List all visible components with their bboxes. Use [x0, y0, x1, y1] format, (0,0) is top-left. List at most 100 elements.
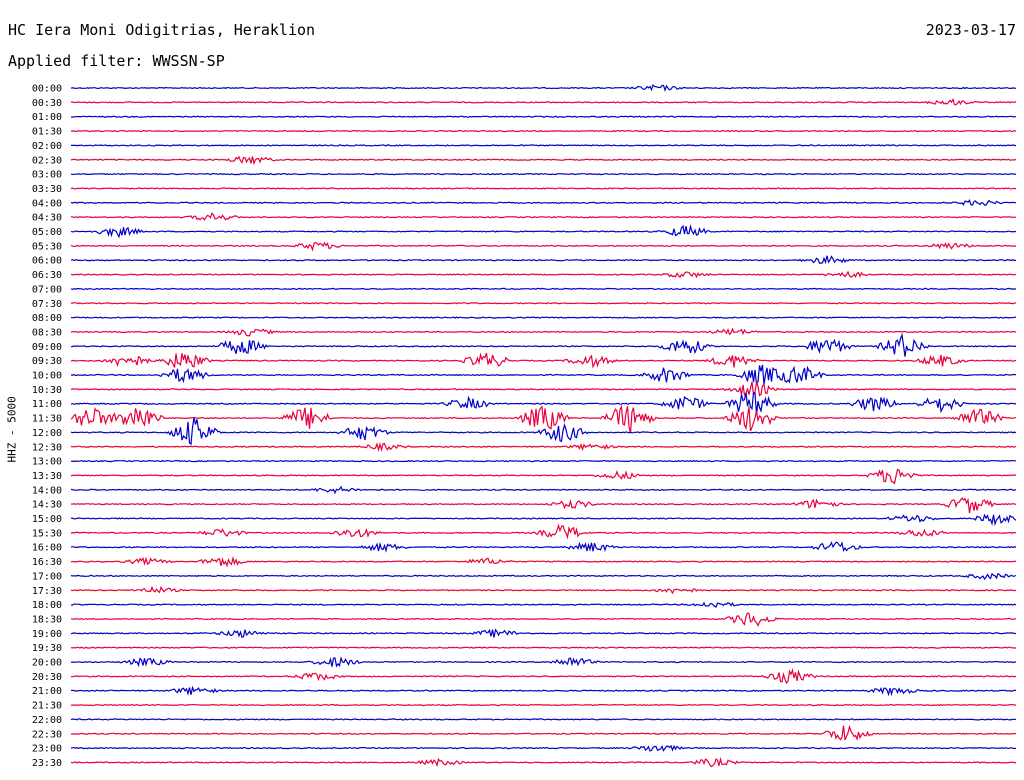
- time-tick-label: 10:30: [32, 385, 62, 396]
- time-tick-label: 14:30: [32, 500, 62, 511]
- trace-line: [70, 380, 1017, 397]
- time-tick-label: 06:30: [32, 270, 62, 281]
- trace-line: [70, 255, 1017, 265]
- trace-line: [70, 459, 1017, 463]
- time-tick-label: 16:30: [32, 557, 62, 568]
- time-tick-label: 08:30: [32, 327, 62, 338]
- station-title: HC Iera Moni Odigitrias, Heraklion: [8, 21, 316, 39]
- time-tick-label: 11:00: [32, 399, 62, 410]
- trace-line: [70, 468, 1017, 485]
- time-tick-label: 09:30: [32, 356, 62, 367]
- trace-line: [70, 199, 1017, 206]
- trace-line: [70, 316, 1017, 319]
- trace-line: [70, 703, 1017, 707]
- time-tick-label: 01:00: [32, 112, 62, 123]
- time-tick-label: 21:00: [32, 686, 62, 697]
- time-tick-label: 23:30: [32, 758, 62, 769]
- trace-line: [70, 144, 1016, 147]
- trace-line: [70, 241, 1017, 252]
- trace-line: [71, 172, 1017, 176]
- trace-line: [70, 685, 1017, 697]
- trace-line: [70, 646, 1017, 649]
- trace-line: [70, 555, 1017, 568]
- time-tick-label: 15:00: [32, 514, 62, 525]
- trace-line: [70, 497, 1017, 514]
- time-tick-label: 13:00: [32, 457, 62, 468]
- trace-line: [70, 485, 1017, 495]
- time-tick-label: 02:30: [32, 155, 62, 166]
- trace-line: [70, 417, 1017, 446]
- time-tick-label: 07:00: [32, 284, 62, 295]
- time-tick-label: 18:30: [32, 614, 62, 625]
- time-tick-label: 08:00: [32, 313, 62, 324]
- filter-label: Applied filter: WWSSN-SP: [8, 52, 225, 70]
- trace-line: [70, 392, 1017, 415]
- time-tick-label: 22:30: [32, 729, 62, 740]
- time-tick-label: 12:30: [32, 442, 62, 453]
- trace-line: [71, 612, 1017, 627]
- trace-line: [70, 224, 1017, 239]
- time-tick-label: 01:30: [32, 127, 62, 138]
- time-tick-label: 22:00: [32, 715, 62, 726]
- trace-line: [70, 352, 1017, 369]
- time-tick-label: 04:30: [32, 213, 62, 224]
- trace-line: [70, 744, 1017, 752]
- trace-line: [70, 270, 1017, 279]
- trace-line: [70, 155, 1017, 166]
- time-tick-label: 05:00: [32, 227, 62, 238]
- time-tick-label: 07:30: [32, 299, 62, 310]
- time-tick-label: 20:30: [32, 672, 62, 683]
- trace-line: [70, 541, 1017, 553]
- trace-line: [71, 115, 1016, 118]
- time-tick-label: 19:00: [32, 629, 62, 640]
- trace-line: [70, 212, 1017, 221]
- trace-line: [70, 656, 1017, 668]
- time-tick-label: 13:30: [32, 471, 62, 482]
- time-tick-label: 17:00: [32, 571, 62, 582]
- trace-line: [70, 628, 1017, 639]
- trace-line: [70, 668, 1017, 685]
- date-label: 2023-03-17: [925, 21, 1016, 39]
- time-tick-label: 11:30: [32, 414, 62, 425]
- trace-line: [70, 129, 1017, 133]
- time-tick-label: 10:00: [32, 371, 62, 382]
- trace-line: [70, 585, 1017, 595]
- trace-line: [70, 83, 1017, 92]
- time-tick-label: 15:30: [32, 528, 62, 539]
- time-tick-label: 03:30: [32, 184, 62, 195]
- trace-line: [70, 718, 1017, 721]
- trace-line: [70, 302, 1017, 305]
- time-tick-label: 21:30: [32, 701, 62, 712]
- time-tick-label: 00:00: [32, 84, 62, 95]
- trace-line: [70, 724, 1017, 741]
- trace-line: [70, 442, 1017, 453]
- time-tick-label: 02:00: [32, 141, 62, 152]
- time-tick-label: 16:00: [32, 543, 62, 554]
- trace-line: [70, 287, 1017, 291]
- trace-line: [70, 187, 1017, 190]
- time-tick-label: 09:00: [32, 342, 62, 353]
- time-tick-label: 14:00: [32, 485, 62, 496]
- time-tick-label: 05:30: [32, 241, 62, 252]
- time-tick-label: 17:30: [32, 586, 62, 597]
- trace-line: [70, 523, 1017, 540]
- trace-line: [70, 572, 1017, 581]
- trace-line: [70, 364, 1017, 387]
- trace-line: [70, 327, 1017, 337]
- time-tick-label: 23:00: [32, 744, 62, 755]
- trace-line: [70, 601, 1017, 608]
- trace-line: [70, 513, 1017, 527]
- time-tick-label: 00:30: [32, 98, 62, 109]
- trace-line: [70, 97, 1017, 106]
- trace-line: [70, 404, 1017, 434]
- time-tick-label: 18:00: [32, 600, 62, 611]
- time-tick-label: 04:00: [32, 198, 62, 209]
- trace-line: [70, 756, 1017, 768]
- time-tick-label: 06:00: [32, 256, 62, 267]
- trace-line: [70, 332, 1017, 357]
- time-tick-label: 19:30: [32, 643, 62, 654]
- time-tick-label: 20:00: [32, 658, 62, 669]
- time-tick-label: 03:00: [32, 170, 62, 181]
- time-tick-label: 12:00: [32, 428, 62, 439]
